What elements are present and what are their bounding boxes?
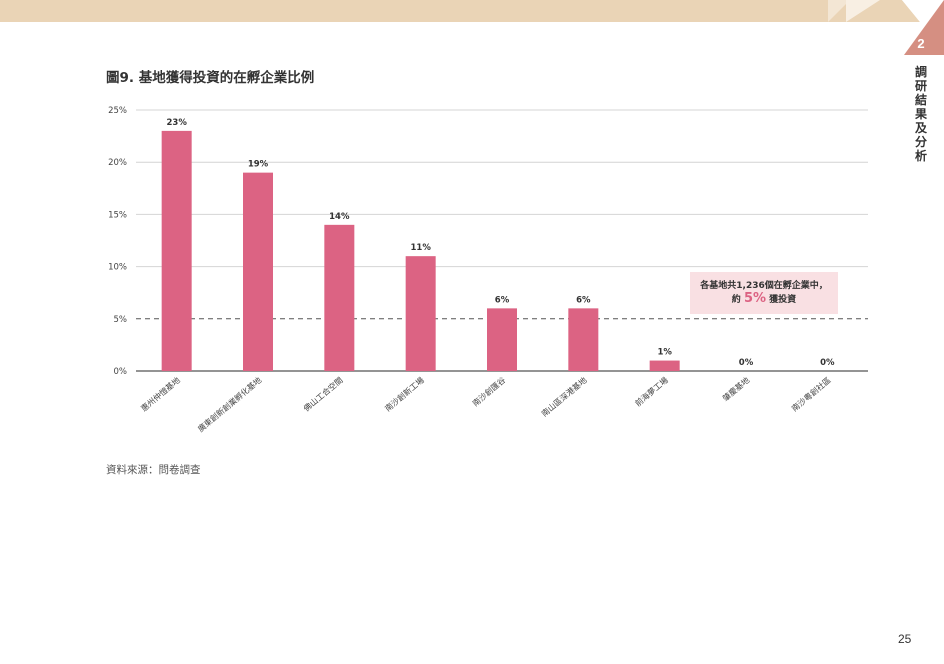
callout-value: 5% bbox=[743, 291, 767, 306]
y-tick-label: 0% bbox=[114, 367, 128, 377]
data-label: 0% bbox=[739, 358, 754, 368]
data-label: 11% bbox=[410, 243, 431, 253]
data-label: 14% bbox=[329, 212, 350, 222]
x-tick-label: 南沙創匯谷 bbox=[470, 375, 507, 408]
section-title: 調研結果及分析 bbox=[914, 65, 927, 163]
header-decoration-light bbox=[846, 0, 880, 22]
figure-title: 圖9. 基地獲得投資的在孵企業比例 bbox=[106, 70, 315, 86]
x-tick-label: 佛山工合空間 bbox=[301, 375, 344, 414]
data-label: 1% bbox=[657, 348, 672, 358]
callout-box: 各基地共1,236個在孵企業中， 約 5% 獲投資 bbox=[690, 272, 838, 314]
bar bbox=[649, 360, 680, 371]
x-tick-label: 前海夢工場 bbox=[633, 375, 670, 408]
data-label: 19% bbox=[248, 160, 269, 170]
x-tick-label: 肇慶基地 bbox=[720, 375, 751, 403]
bar bbox=[487, 308, 517, 371]
x-tick-label: 南山區深港基地 bbox=[539, 375, 588, 419]
data-label: 6% bbox=[576, 295, 591, 305]
callout-suffix: 獲投資 bbox=[769, 295, 797, 305]
data-label: 0% bbox=[820, 358, 835, 368]
figure-source: 資料來源：問卷調查 bbox=[106, 464, 201, 476]
section-tab-shape bbox=[880, 0, 944, 55]
page-number: 25 bbox=[898, 632, 912, 646]
y-tick-label: 10% bbox=[108, 263, 127, 273]
callout-line1: 各基地共1,236個在孵企業中， bbox=[700, 281, 828, 291]
header-band bbox=[0, 0, 944, 22]
bar bbox=[568, 308, 599, 371]
y-tick-label: 15% bbox=[108, 210, 127, 220]
y-tick-label: 25% bbox=[108, 106, 127, 116]
x-tick-label: 南沙粵創社區 bbox=[789, 375, 832, 414]
bar bbox=[243, 172, 273, 371]
section-number: 2 bbox=[917, 36, 925, 51]
bar bbox=[405, 256, 436, 371]
data-label: 6% bbox=[495, 295, 510, 305]
callout-prefix: 約 bbox=[731, 295, 741, 305]
y-tick-label: 20% bbox=[108, 158, 127, 168]
x-tick-label: 惠州仲愷基地 bbox=[139, 375, 182, 414]
x-tick-label: 廣東創新創業孵化基地 bbox=[196, 375, 264, 434]
data-label: 23% bbox=[166, 118, 187, 128]
callout-line2: 約 5% 獲投資 bbox=[690, 291, 838, 306]
header-decoration bbox=[828, 0, 850, 22]
y-tick-label: 5% bbox=[114, 315, 128, 325]
x-tick-label: 南沙創新工場 bbox=[383, 375, 426, 414]
bar bbox=[161, 130, 192, 371]
bar bbox=[324, 224, 355, 371]
